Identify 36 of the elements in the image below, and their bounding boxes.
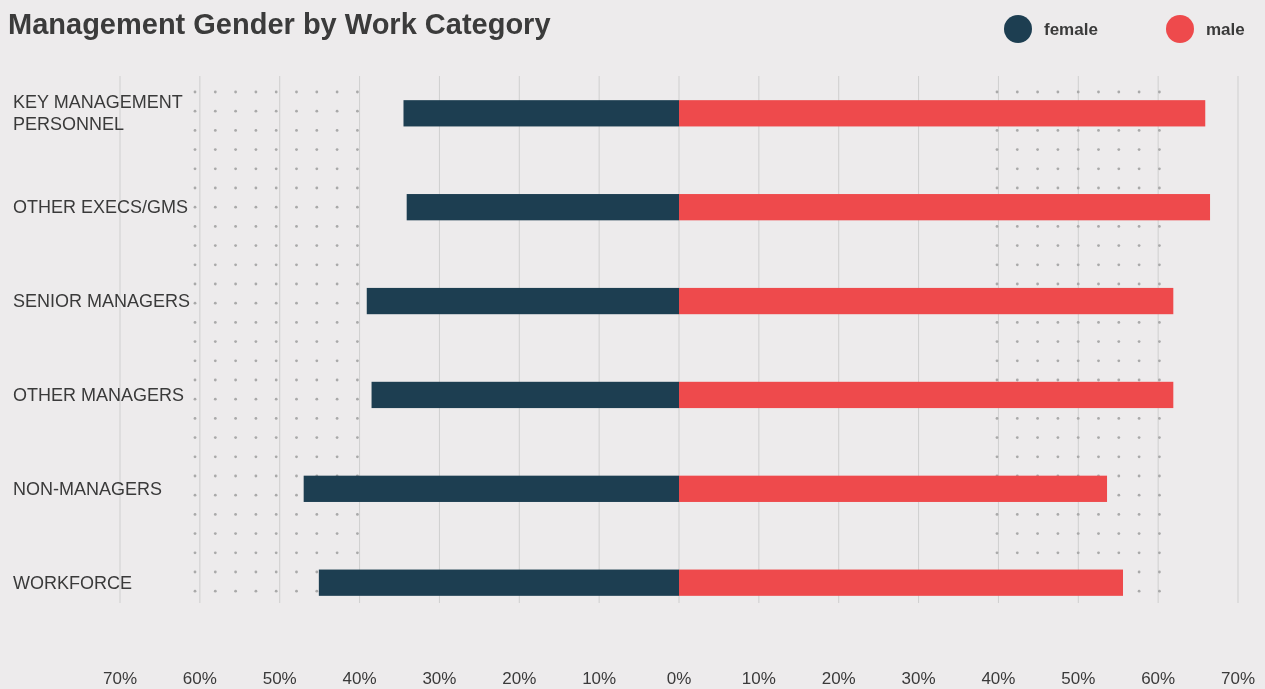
x-tick-label: 10% (582, 669, 617, 688)
x-tick-label: 40% (981, 669, 1016, 688)
bar (303, 475, 679, 502)
bar (403, 100, 679, 127)
bar (366, 287, 679, 315)
y-tick-label: KEY MANAGEMENT PERSONNEL (13, 92, 183, 135)
x-tick-label: 20% (502, 669, 537, 688)
bar (679, 194, 1211, 221)
x-tick-label: 40% (342, 669, 377, 688)
bar (679, 569, 1124, 596)
x-tick-label: 70% (1220, 669, 1256, 688)
bar (371, 381, 679, 409)
x-tick-label: 20% (821, 669, 856, 688)
x-tick-label: 60% (182, 669, 217, 688)
y-tick-label: WORKFORCE (13, 572, 132, 593)
x-tick-label: 30% (901, 669, 936, 688)
y-tick-label: NON-MANAGERS (13, 478, 163, 499)
x-tick-label: 10% (741, 669, 776, 688)
bar (679, 287, 1174, 315)
y-tick-label: OTHER MANAGERS (13, 384, 185, 405)
x-tick-label: 50% (262, 669, 297, 688)
bar (406, 194, 679, 221)
chart-title: Management Gender by Work Category (8, 8, 551, 40)
x-tick-label: 50% (1061, 669, 1096, 688)
y-tick-label: SENIOR MANAGERS (13, 291, 191, 312)
x-tick-label: 60% (1141, 669, 1176, 688)
bar (318, 569, 679, 596)
legend-label: male (1206, 20, 1245, 39)
bar (679, 100, 1206, 127)
y-tick-label: OTHER EXECS/GMS (13, 197, 189, 218)
legend-label: female (1044, 20, 1098, 39)
bar (679, 475, 1108, 502)
x-tick-label: 30% (422, 669, 457, 688)
x-tick-label: 70% (102, 669, 138, 688)
x-tick-label: 0% (666, 669, 692, 688)
bar (679, 381, 1174, 409)
